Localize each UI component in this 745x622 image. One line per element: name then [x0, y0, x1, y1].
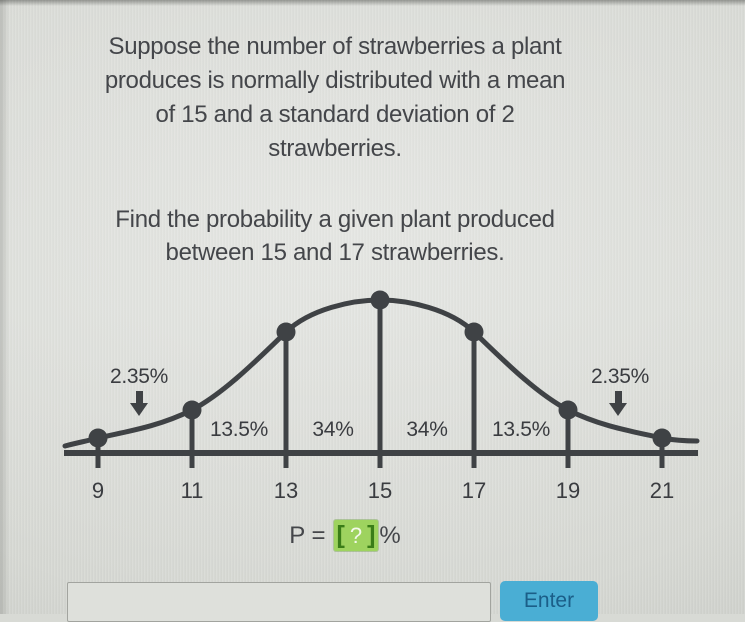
- close-bracket: ]: [367, 521, 376, 549]
- x-tick-label: 19: [555, 478, 581, 503]
- answer-prefix: P =: [289, 521, 326, 549]
- statement-line: Suppose the number of strawberries a pla…: [108, 33, 562, 60]
- answer-placeholder-box: [ ? ]: [333, 520, 379, 551]
- open-bracket: [: [336, 521, 345, 549]
- problem-statement: Suppose the number of strawberries a pla…: [10, 30, 660, 166]
- region-percent: 34%: [406, 418, 448, 441]
- x-tick-label: 13: [273, 478, 299, 503]
- region-percent: 13.5%: [209, 418, 269, 441]
- answer-input[interactable]: [67, 582, 491, 622]
- x-axis: [64, 450, 698, 456]
- problem-question: Find the probability a given plant produ…: [10, 203, 660, 269]
- statement-line: produces is normally distributed with a …: [104, 67, 566, 94]
- x-tick-label: 15: [367, 478, 393, 503]
- x-tick-label: 17: [461, 478, 487, 503]
- statement-line: of 15 and a standard deviation of 2: [155, 101, 515, 128]
- down-arrow-icon: [609, 391, 627, 416]
- region-percent: 13.5%: [491, 418, 551, 441]
- placeholder-question-mark: ?: [349, 523, 363, 548]
- statement-line: strawberries.: [268, 135, 402, 162]
- x-tick-label: 21: [649, 478, 675, 503]
- down-arrow-icon: [130, 391, 148, 416]
- region-percent: 34%: [312, 418, 354, 441]
- answer-suffix: %: [379, 521, 401, 549]
- sd-dots: [88, 290, 672, 448]
- answer-expression: P = [ ? ] %: [0, 520, 690, 551]
- enter-button[interactable]: Enter: [500, 581, 598, 621]
- tail-percent-right: 2.35%: [590, 365, 650, 388]
- bell-curve-graphic: [62, 290, 700, 468]
- question-line: between 15 and 17 strawberries.: [165, 239, 505, 266]
- question-line: Find the probability a given plant produ…: [115, 206, 555, 233]
- tail-percent-left: 2.35%: [109, 365, 169, 388]
- x-tick-label: 11: [180, 478, 204, 503]
- normal-distribution-chart: 2.35% 2.35% 13.5% 34% 34% 13.5% 9 11 13 …: [0, 280, 745, 510]
- x-tick-label: 9: [91, 478, 105, 503]
